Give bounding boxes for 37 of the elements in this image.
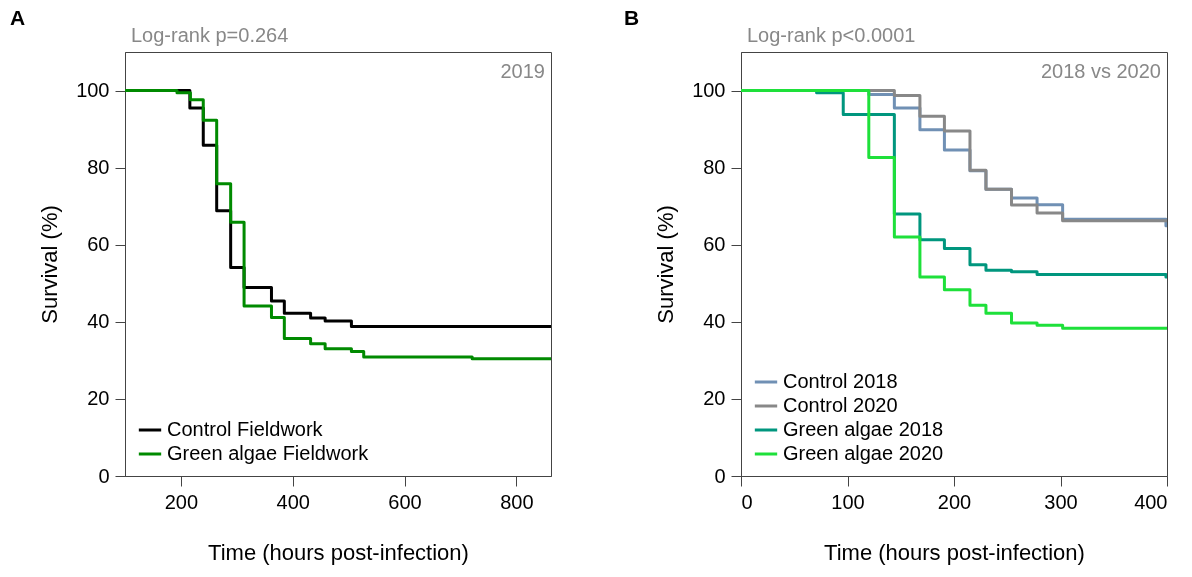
y-tick-label: 60 [703, 233, 726, 256]
y-axis-title: Survival (%) [37, 205, 63, 324]
x-tick-label: 400 [1134, 490, 1168, 513]
y-tick-label: 20 [703, 387, 726, 410]
annotation: 2019 [500, 60, 545, 82]
legend-label: Green algae Fieldwork [167, 442, 370, 464]
x-axis-title: Time (hours post-infection) [824, 539, 1085, 565]
legend-label: Green algae 2018 [783, 418, 944, 440]
x-tick-label: 600 [388, 490, 422, 513]
chart-title: Log-rank p=0.264 [131, 24, 289, 46]
text: A [10, 6, 26, 30]
x-axis-title: Time (hours post-infection) [208, 539, 469, 565]
legend-label: Control 2018 [783, 370, 898, 392]
x-tick-label: 200 [937, 490, 972, 513]
legend-label: Control 2020 [783, 394, 898, 416]
legend-label: Green algae 2020 [783, 442, 944, 464]
y-tick-label: 40 [87, 310, 110, 333]
x-tick-label: 800 [500, 490, 534, 513]
y-tick-label: 0 [714, 464, 726, 487]
y-axis-title: Survival (%) [653, 205, 679, 324]
x-tick-label: 0 [741, 490, 753, 513]
x-tick-label: 200 [164, 490, 199, 513]
chart-title: Log-rank p<0.0001 [747, 24, 916, 46]
y-tick-label: 100 [76, 79, 110, 102]
y-tick-label: 40 [703, 310, 726, 333]
x-tick-label: 300 [1044, 490, 1078, 513]
x-tick-label: 400 [276, 490, 310, 513]
x-tick-label: 100 [831, 490, 865, 513]
y-tick-label: 80 [87, 156, 110, 179]
y-tick-label: 0 [98, 464, 110, 487]
y-tick-label: 100 [692, 79, 726, 102]
y-tick-label: 80 [703, 156, 726, 179]
annotation: 2018 vs 2020 [1040, 60, 1161, 82]
legend-label: Control Fieldwork [167, 418, 324, 440]
y-tick-label: 20 [87, 387, 110, 410]
text: B [624, 6, 640, 30]
y-tick-label: 60 [87, 233, 110, 256]
